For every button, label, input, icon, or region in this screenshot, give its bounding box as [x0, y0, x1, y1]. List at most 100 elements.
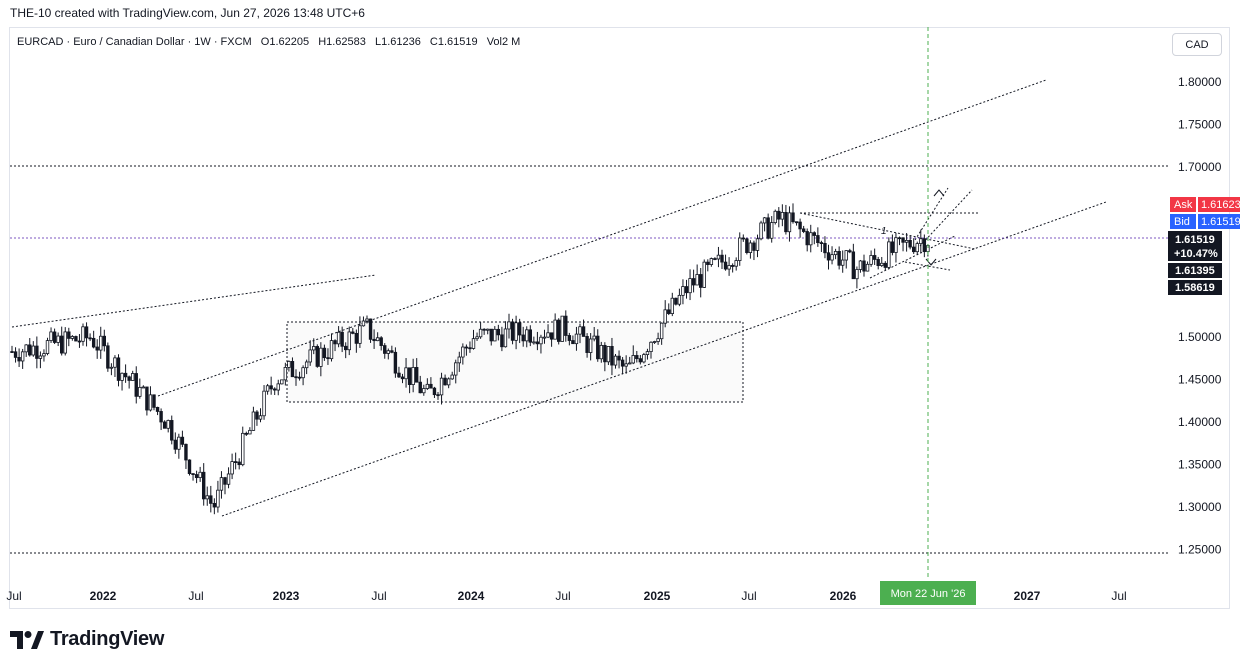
candle-body [166, 420, 170, 429]
candle-body [890, 241, 895, 253]
candle-body [823, 243, 827, 254]
candle-body [478, 328, 483, 338]
candle-body [368, 318, 373, 340]
candle-body [297, 376, 302, 379]
candle-body [581, 326, 586, 337]
candle-body [759, 222, 763, 240]
candle-body [738, 237, 742, 261]
candle-body [780, 212, 785, 220]
candle-body [333, 340, 337, 345]
candle-body [35, 345, 39, 359]
candle-body [872, 255, 877, 260]
candle-body [855, 269, 859, 280]
label-low2-bg [1168, 280, 1222, 295]
bid-tag-value: 1.61519 [1201, 216, 1240, 228]
candle-body [841, 259, 845, 266]
legend-low: L1.61236 [374, 36, 421, 48]
candle-body [656, 338, 660, 342]
ohlc-legend: EURCAD · Euro / Canadian Dollar · 1W · F… [17, 36, 526, 48]
left-trend-line [11, 274, 377, 328]
candle-body [88, 337, 92, 340]
x-tick-label: 2026 [830, 589, 857, 603]
candle-body [177, 436, 181, 450]
candle-body [716, 254, 721, 260]
candle-body [471, 338, 476, 349]
brand-logo[interactable]: TradingView [10, 628, 164, 651]
candle-body [120, 372, 124, 381]
candle-body [102, 335, 106, 347]
bid-tag-label-bg [1170, 214, 1196, 229]
candle-body [525, 329, 529, 342]
candle-body [674, 297, 678, 305]
candle-body [610, 346, 614, 366]
candle-body [514, 322, 518, 341]
y-tick-label: 1.80000 [1178, 75, 1222, 89]
candle-body [20, 351, 25, 362]
price-axis[interactable]: 1.80000 1.75000 1.70000 1.50000 1.45000 1.400… [1178, 75, 1222, 557]
candle-body [798, 221, 802, 230]
x-tick-label: Jul [188, 589, 203, 603]
candle-body [159, 411, 163, 423]
candle-body [475, 336, 479, 340]
candle-body [343, 345, 348, 351]
candle-body [880, 262, 884, 266]
candle-body [770, 222, 774, 239]
x-tick-label: 2022 [90, 589, 117, 603]
candle-body [901, 237, 905, 243]
candle-body [620, 359, 625, 367]
x-tick-label: Jul [555, 589, 570, 603]
candle-body [677, 294, 682, 305]
candle-body [336, 331, 341, 345]
drawings[interactable] [11, 79, 1107, 517]
candle-body [557, 319, 561, 342]
candle-body [709, 258, 714, 265]
candle-body [784, 212, 788, 233]
y-tick-label: 1.70000 [1178, 160, 1222, 174]
candle-body [894, 237, 898, 253]
candle-body [670, 297, 674, 314]
candle-body [454, 362, 458, 376]
candle-body [130, 373, 135, 381]
candle-body [209, 495, 213, 504]
candle-body [503, 328, 508, 348]
y-tick-label: 1.30000 [1178, 500, 1222, 514]
candle-body [67, 331, 71, 339]
candle-body [304, 361, 309, 369]
fork-up-1 [914, 187, 949, 241]
bid-tag-label: Bid [1174, 216, 1190, 228]
candle-body [145, 386, 149, 411]
candle-body [414, 367, 419, 383]
candle-body [226, 473, 231, 485]
candle-body [812, 232, 816, 236]
candle-body [706, 261, 710, 265]
candle-body [862, 260, 866, 272]
chart-frame[interactable] [9, 27, 1230, 609]
candle-body [791, 212, 795, 223]
candle-body [745, 238, 749, 253]
candle-body [10, 351, 14, 353]
ask-tag-bg [1198, 197, 1240, 212]
candle-body [464, 346, 469, 349]
candle-body [649, 341, 653, 353]
candle-body [52, 331, 57, 343]
candle-body [265, 385, 270, 392]
candle-body [720, 254, 724, 263]
price-tags: Ask 1.61623 Bid 1.61519 1.61519 +10.47% … [1168, 197, 1240, 295]
legend-symbol[interactable]: EURCAD · Euro / Canadian Dollar · 1W · F… [17, 36, 252, 48]
time-axis[interactable]: Jul 2022 Jul 2023 Jul 2024 Jul 2025 Jul 2026 2027 J… [6, 589, 1126, 603]
currency-button[interactable]: CAD [1172, 33, 1222, 56]
candle-body [599, 344, 603, 360]
candle-body [546, 332, 550, 338]
candle-body [418, 381, 422, 394]
candle-body [233, 461, 238, 463]
upper-channel-line [157, 79, 1047, 397]
candle-body [113, 357, 117, 368]
legend-close: C1.61519 [429, 36, 478, 48]
candle-body [379, 337, 383, 346]
x-tick-label: Jul [371, 589, 386, 603]
candle-body [628, 362, 632, 365]
candle-body [365, 318, 369, 322]
candle-body [397, 372, 401, 378]
horizontal-levels[interactable] [10, 165, 1168, 554]
